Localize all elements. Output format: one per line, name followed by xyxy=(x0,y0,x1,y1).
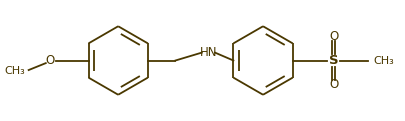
Text: CH₃: CH₃ xyxy=(373,56,393,65)
Text: O: O xyxy=(46,54,55,67)
Text: HN: HN xyxy=(199,46,217,59)
Text: O: O xyxy=(328,30,337,43)
Text: O: O xyxy=(328,78,337,91)
Text: S: S xyxy=(328,54,337,67)
Text: CH₃: CH₃ xyxy=(4,66,25,76)
